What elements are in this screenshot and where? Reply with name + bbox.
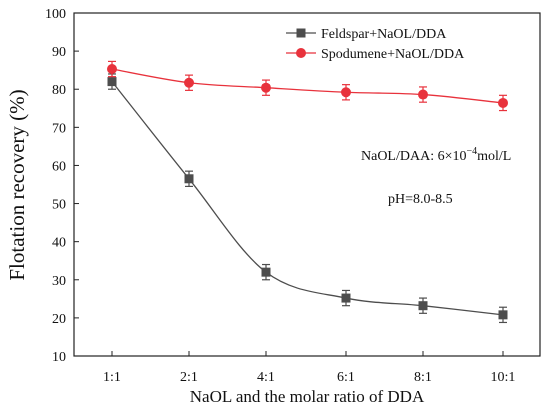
series-feldspar	[107, 73, 508, 324]
x-tick-label: 8:1	[414, 370, 432, 385]
y-tick-label: 60	[52, 159, 66, 174]
y-tick-label: 20	[52, 312, 66, 327]
y-tick-label: 30	[52, 274, 66, 289]
y-tick-label: 80	[52, 83, 66, 98]
x-tick-label: 10:1	[491, 370, 516, 385]
plot-frame	[73, 12, 541, 357]
legend-marker	[296, 48, 306, 58]
legend-marker	[296, 28, 306, 38]
data-point	[261, 82, 271, 93]
data-point	[498, 97, 508, 108]
y-tick-label: 50	[52, 198, 66, 213]
data-point	[261, 267, 271, 277]
x-axis-label: NaOL and the molar ratio of DDA	[190, 387, 425, 406]
ph-annotation: pH=8.0-8.5	[388, 192, 453, 207]
legend-item: Spodumene+NaOL/DDA	[286, 47, 465, 62]
y-tick-label: 70	[52, 121, 66, 136]
y-tick-label: 10	[52, 350, 66, 365]
data-point	[418, 301, 428, 311]
x-tick-label: 1:1	[103, 370, 121, 385]
legend-label: Spodumene+NaOL/DDA	[321, 47, 465, 62]
y-tick-label: 90	[52, 45, 66, 60]
data-point	[341, 293, 351, 303]
series-spodumene	[107, 60, 508, 112]
x-tick-label: 4:1	[257, 370, 275, 385]
series-line	[111, 68, 504, 104]
data-point	[184, 77, 194, 88]
x-tick-label: 2:1	[180, 370, 198, 385]
x-tick-label: 6:1	[337, 370, 355, 385]
data-point	[184, 174, 194, 184]
data-point	[107, 77, 117, 87]
data-point	[498, 310, 508, 320]
legend-label: Feldspar+NaOL/DDA	[321, 27, 447, 42]
concentration-annotation: NaOL/DAA: 6×10−4mol/L	[361, 146, 511, 164]
legend-item: Feldspar+NaOL/DDA	[286, 27, 447, 42]
y-tick-label: 100	[45, 7, 66, 22]
data-point	[107, 64, 117, 75]
y-axis-label: Flotation recovery (%)	[5, 89, 29, 280]
data-point	[418, 89, 428, 100]
data-point	[341, 87, 351, 98]
y-tick-label: 40	[52, 236, 66, 251]
